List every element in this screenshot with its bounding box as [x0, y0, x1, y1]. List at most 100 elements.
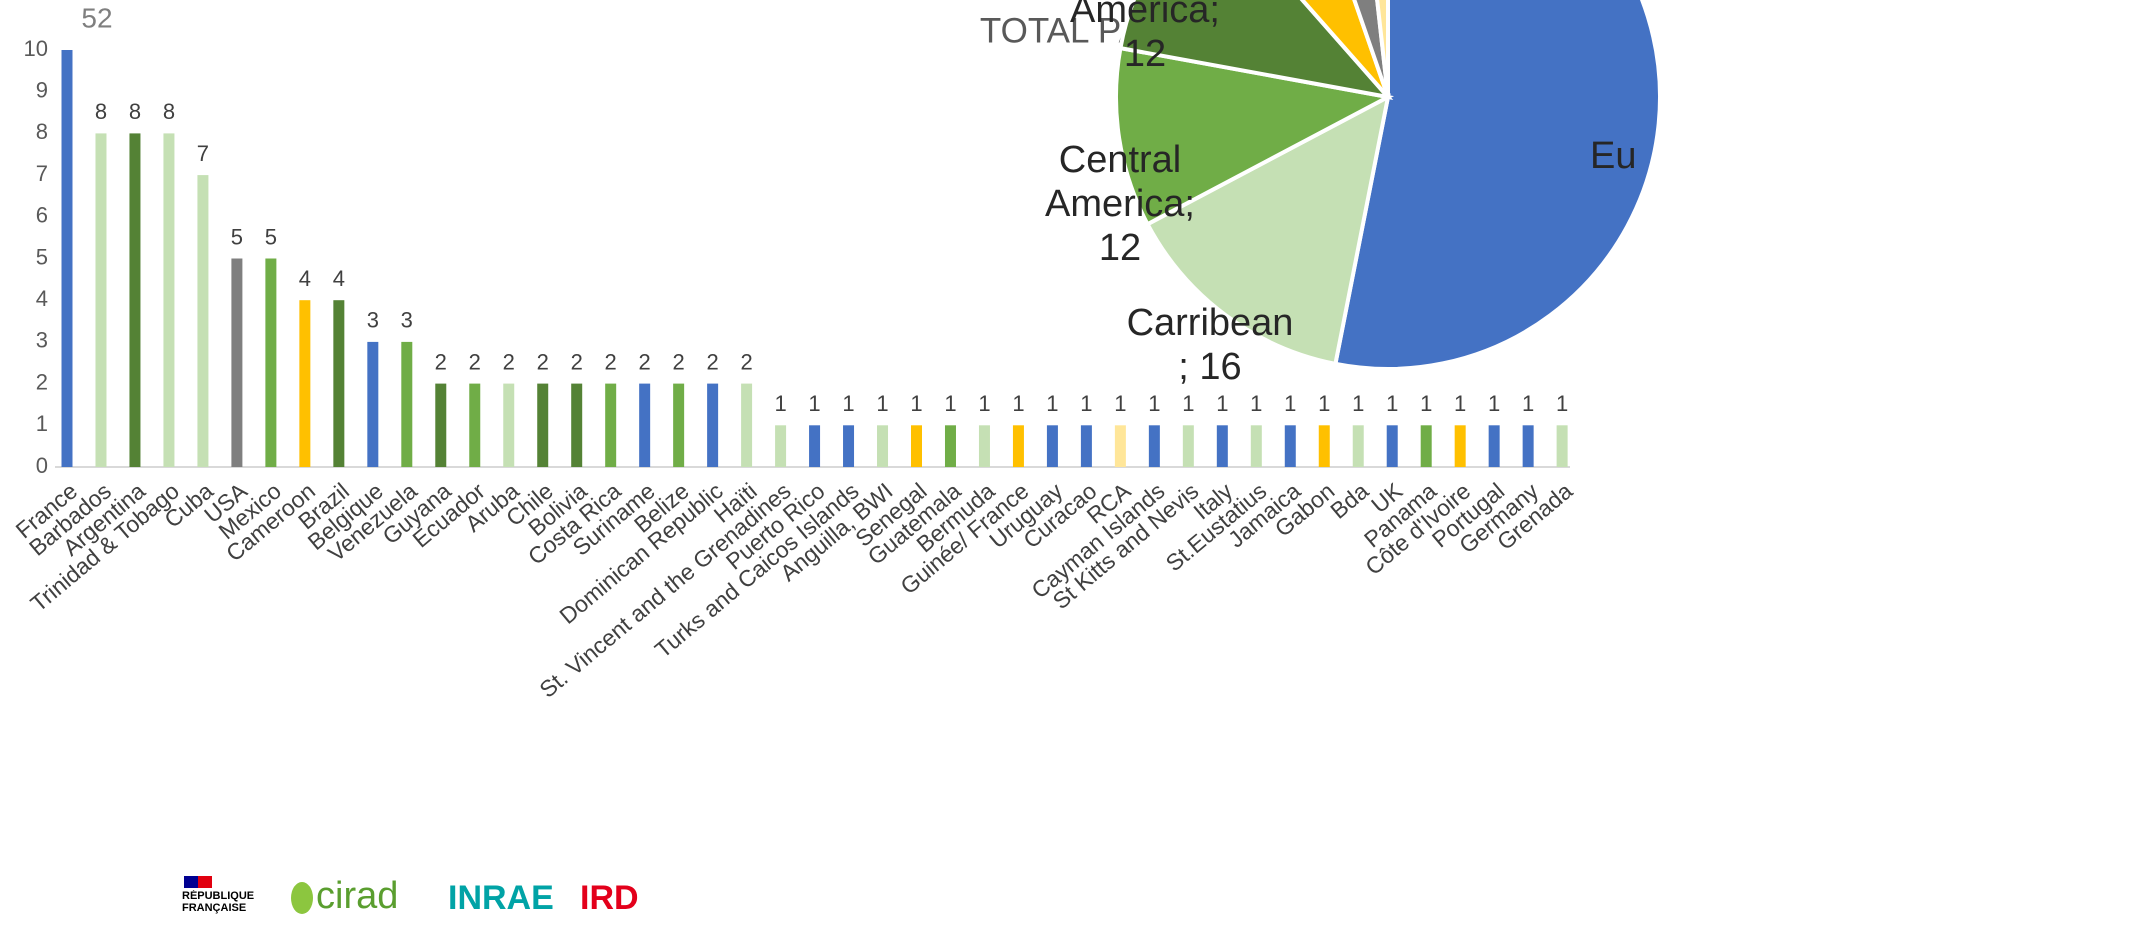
value-label: 1 — [910, 391, 922, 416]
bar — [1182, 425, 1194, 467]
bar — [1420, 425, 1432, 467]
logo-inrae: INRAE — [448, 879, 554, 917]
bar — [163, 133, 175, 467]
pie-slice — [1114, 45, 1395, 227]
value-label: 1 — [1488, 391, 1500, 416]
bar — [1284, 425, 1296, 467]
value-label: 7 — [197, 141, 209, 166]
logo-leaf — [291, 882, 313, 914]
flag-blue — [184, 876, 198, 888]
slice-label: Central America; 12 — [1045, 139, 1195, 269]
value-label: 1 — [1250, 391, 1262, 416]
slice-label: Carribean ; 16 — [1126, 302, 1294, 388]
bar — [299, 300, 311, 467]
pie-slice — [1333, 0, 1662, 371]
bar — [775, 425, 787, 467]
bar — [537, 383, 549, 467]
logo-ird: IRD — [580, 879, 639, 917]
bars — [61, 50, 1568, 467]
pie-slice — [1118, 0, 1394, 101]
value-label: 1 — [1080, 391, 1092, 416]
bar — [1454, 425, 1466, 467]
bar — [1216, 425, 1228, 467]
bar — [1488, 425, 1500, 467]
bar — [707, 383, 719, 467]
pie-slice — [1144, 93, 1391, 367]
value-label: 2 — [605, 349, 617, 374]
bar — [367, 341, 379, 467]
value-label: 1 — [1522, 391, 1534, 416]
value-label: 2 — [503, 349, 515, 374]
value-label: 1 — [876, 391, 888, 416]
y-tick-label: 10 — [24, 36, 48, 61]
value-label: 1 — [774, 391, 786, 416]
value-label: 2 — [435, 349, 447, 374]
y-tick-label: 5 — [36, 244, 48, 269]
bar — [1148, 425, 1160, 467]
value-label: 1 — [1216, 391, 1228, 416]
value-label: 1 — [1046, 391, 1058, 416]
y-tick-label: 2 — [36, 369, 48, 394]
value-label: 1 — [1318, 391, 1330, 416]
bar — [843, 425, 855, 467]
value-label: 2 — [639, 349, 651, 374]
bar — [1386, 425, 1398, 467]
bar — [1080, 425, 1092, 467]
value-label: 1 — [808, 391, 820, 416]
bar — [1352, 425, 1364, 467]
y-tick-label: 1 — [36, 411, 48, 436]
bar — [911, 425, 922, 467]
value-label: 1 — [1454, 391, 1466, 416]
value-label: 1 — [944, 391, 956, 416]
value-label: 3 — [367, 308, 379, 333]
value-label: 1 — [1148, 391, 1160, 416]
bar — [265, 258, 277, 467]
bar — [1012, 425, 1024, 467]
value-label: 1 — [1420, 391, 1432, 416]
slice-label-box: Central America; 12 — [1045, 139, 1195, 269]
value-label: 1 — [1012, 391, 1024, 416]
bar — [605, 383, 617, 467]
bar — [1556, 425, 1568, 467]
bar — [809, 425, 821, 467]
flag-red — [198, 876, 212, 888]
y-tick-label: 7 — [36, 161, 48, 186]
value-label: 2 — [706, 349, 718, 374]
bar — [401, 341, 413, 467]
bar — [944, 425, 956, 467]
value-label: 1 — [842, 391, 854, 416]
bar — [435, 383, 447, 467]
value-label: 2 — [537, 349, 549, 374]
value-label: 2 — [740, 349, 752, 374]
y-tick-label: 0 — [36, 453, 48, 478]
bar — [197, 175, 209, 467]
logo-rf: RÉPUBLIQUE FRANÇAISE — [182, 890, 255, 914]
value-label: 2 — [469, 349, 481, 374]
pie-slice — [1375, 0, 1390, 98]
bar — [639, 383, 651, 467]
bar — [1114, 425, 1126, 467]
bar — [129, 133, 141, 467]
y-tick-label: 8 — [36, 119, 48, 144]
bar — [95, 133, 107, 467]
y-tick-label: 3 — [36, 328, 48, 353]
slice-label-box: America; 12 — [1070, 0, 1220, 75]
bar — [1250, 425, 1262, 467]
y-tick-label: 6 — [36, 203, 48, 228]
slice-label: Eu — [1590, 135, 1637, 177]
bar — [61, 50, 73, 467]
bar — [1522, 425, 1534, 467]
logo-text: RÉPUBLIQUE FRANÇAISE — [182, 890, 255, 914]
bar — [877, 425, 889, 467]
y-tick-label: 9 — [36, 78, 48, 103]
value-label: 5 — [265, 224, 277, 249]
x-tick-label: Bda — [1325, 477, 1373, 523]
value-label: 1 — [978, 391, 990, 416]
y-tick-label: 4 — [36, 286, 48, 311]
slice-label-box: Carribean ; 16 — [1126, 302, 1294, 388]
logo-cirad: cirad — [316, 875, 398, 917]
value-label: 2 — [673, 349, 685, 374]
value-label: 8 — [95, 99, 107, 124]
bar — [231, 258, 243, 467]
